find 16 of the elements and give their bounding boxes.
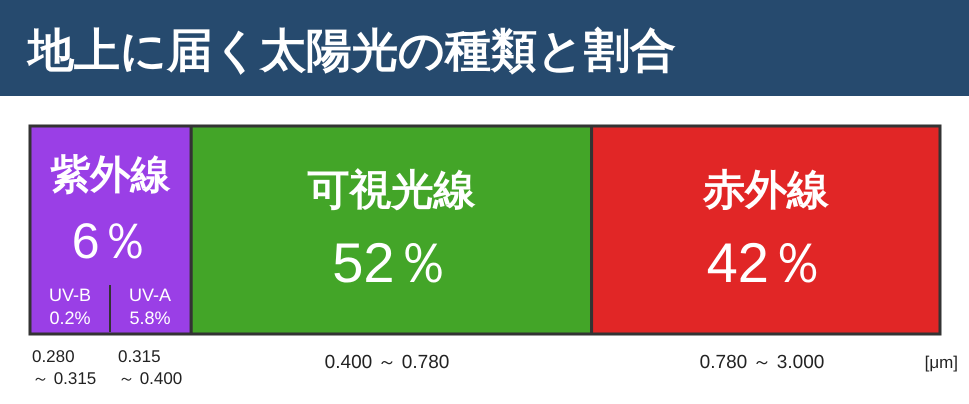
- category-label: 可視光線: [306, 166, 476, 213]
- text: 0.280 ～ 0.315: [32, 347, 96, 388]
- text: 0.2%: [49, 308, 91, 328]
- data-label: 6％: [72, 213, 150, 269]
- text: 地上に届く太陽光の種類と割合: [26, 24, 676, 76]
- text: 0.780 ～ 3.000: [700, 352, 824, 373]
- category-label: 紫外線: [50, 153, 172, 197]
- text: UV-A: [128, 285, 172, 305]
- text: UV-B: [48, 285, 92, 305]
- text: 0.400 ～ 0.780: [324, 352, 450, 373]
- text: 5.8%: [129, 308, 171, 328]
- data-label: 42％: [706, 231, 825, 294]
- category-label: 赤外線: [702, 166, 830, 213]
- data-label: 52％: [332, 231, 451, 294]
- text: 0.315 ～ 0.400: [118, 347, 182, 388]
- text: [μm]: [924, 353, 958, 372]
